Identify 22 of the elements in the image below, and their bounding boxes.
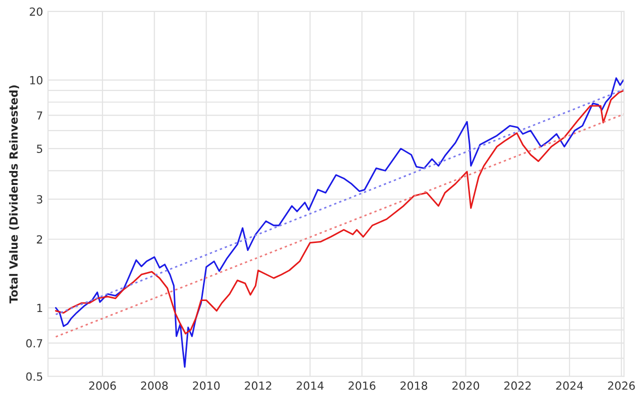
x-tick-label: 2008 [141, 381, 168, 390]
y-tick-label: 3 [36, 195, 42, 204]
x-tick-label: 2014 [296, 381, 324, 390]
x-tick-label: 2020 [452, 381, 480, 390]
x-tick-label: 2018 [400, 381, 428, 390]
y-tick-label: 2 [36, 235, 42, 244]
y-tick-label: 5 [36, 144, 42, 153]
y-tick-label: 0.5 [26, 372, 42, 381]
y-tick-label: 20 [30, 7, 42, 16]
y-tick-label: 0.7 [26, 339, 42, 348]
x-tick-label: 2006 [89, 381, 116, 390]
x-tick-label: 2026 [608, 381, 635, 390]
line-series [55, 77, 624, 368]
x-tick-label: 2024 [556, 381, 584, 390]
x-tick-label: 2022 [504, 381, 531, 390]
x-tick-label: 2010 [192, 381, 220, 390]
y-tick-label: 7 [36, 111, 42, 120]
y-tick-label: 1 [37, 304, 42, 312]
y-axis-title: Total Value (Dividends Reinvested) [9, 85, 20, 304]
x-tick-label: 2012 [244, 381, 272, 390]
y-tick-label: 10 [30, 76, 42, 84]
x-tick-label: 2016 [348, 381, 376, 390]
